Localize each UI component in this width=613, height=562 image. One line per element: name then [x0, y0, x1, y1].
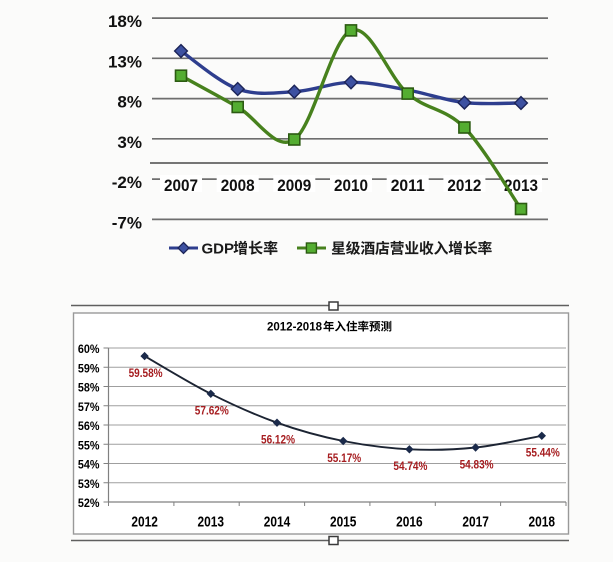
svg-text:2014: 2014 — [264, 515, 291, 531]
svg-text:54%: 54% — [78, 458, 100, 472]
svg-text:53%: 53% — [78, 477, 100, 491]
svg-text:54.83%: 54.83% — [460, 457, 494, 471]
svg-text:2009: 2009 — [277, 176, 311, 195]
svg-text:2007: 2007 — [164, 176, 198, 195]
svg-text:8%: 8% — [117, 93, 142, 112]
svg-text:2013: 2013 — [504, 176, 538, 195]
svg-text:2017: 2017 — [462, 515, 489, 531]
svg-text:58%: 58% — [78, 381, 100, 395]
svg-text:55.17%: 55.17% — [327, 451, 361, 465]
svg-text:59.58%: 59.58% — [129, 366, 163, 380]
svg-text:2015: 2015 — [330, 515, 357, 531]
svg-text:3%: 3% — [117, 133, 142, 152]
svg-text:2011: 2011 — [391, 176, 425, 195]
svg-text:2010: 2010 — [334, 176, 368, 195]
svg-text:2012-2018: 2012-2018 — [267, 322, 323, 334]
svg-text:59%: 59% — [78, 361, 100, 375]
svg-text:-2%: -2% — [112, 173, 142, 192]
svg-text:2008: 2008 — [221, 176, 255, 195]
svg-text:57%: 57% — [78, 400, 100, 414]
svg-text:2012: 2012 — [447, 176, 481, 195]
svg-text:60%: 60% — [78, 342, 100, 356]
svg-text:13%: 13% — [108, 52, 142, 71]
svg-text:18%: 18% — [108, 12, 142, 31]
svg-text:GDP: GDP — [202, 241, 235, 258]
svg-text:57.62%: 57.62% — [195, 404, 229, 418]
svg-text:56.12%: 56.12% — [261, 433, 295, 447]
svg-text:55%: 55% — [78, 438, 100, 452]
svg-text:2012: 2012 — [131, 515, 158, 531]
svg-text:2016: 2016 — [396, 515, 423, 531]
svg-text:2018: 2018 — [529, 515, 556, 531]
svg-text:52%: 52% — [78, 496, 100, 510]
svg-text:54.74%: 54.74% — [393, 459, 427, 473]
svg-text:55.44%: 55.44% — [526, 446, 560, 460]
svg-text:56%: 56% — [78, 419, 100, 433]
svg-text:2013: 2013 — [198, 515, 225, 531]
svg-text:-7%: -7% — [112, 213, 142, 232]
